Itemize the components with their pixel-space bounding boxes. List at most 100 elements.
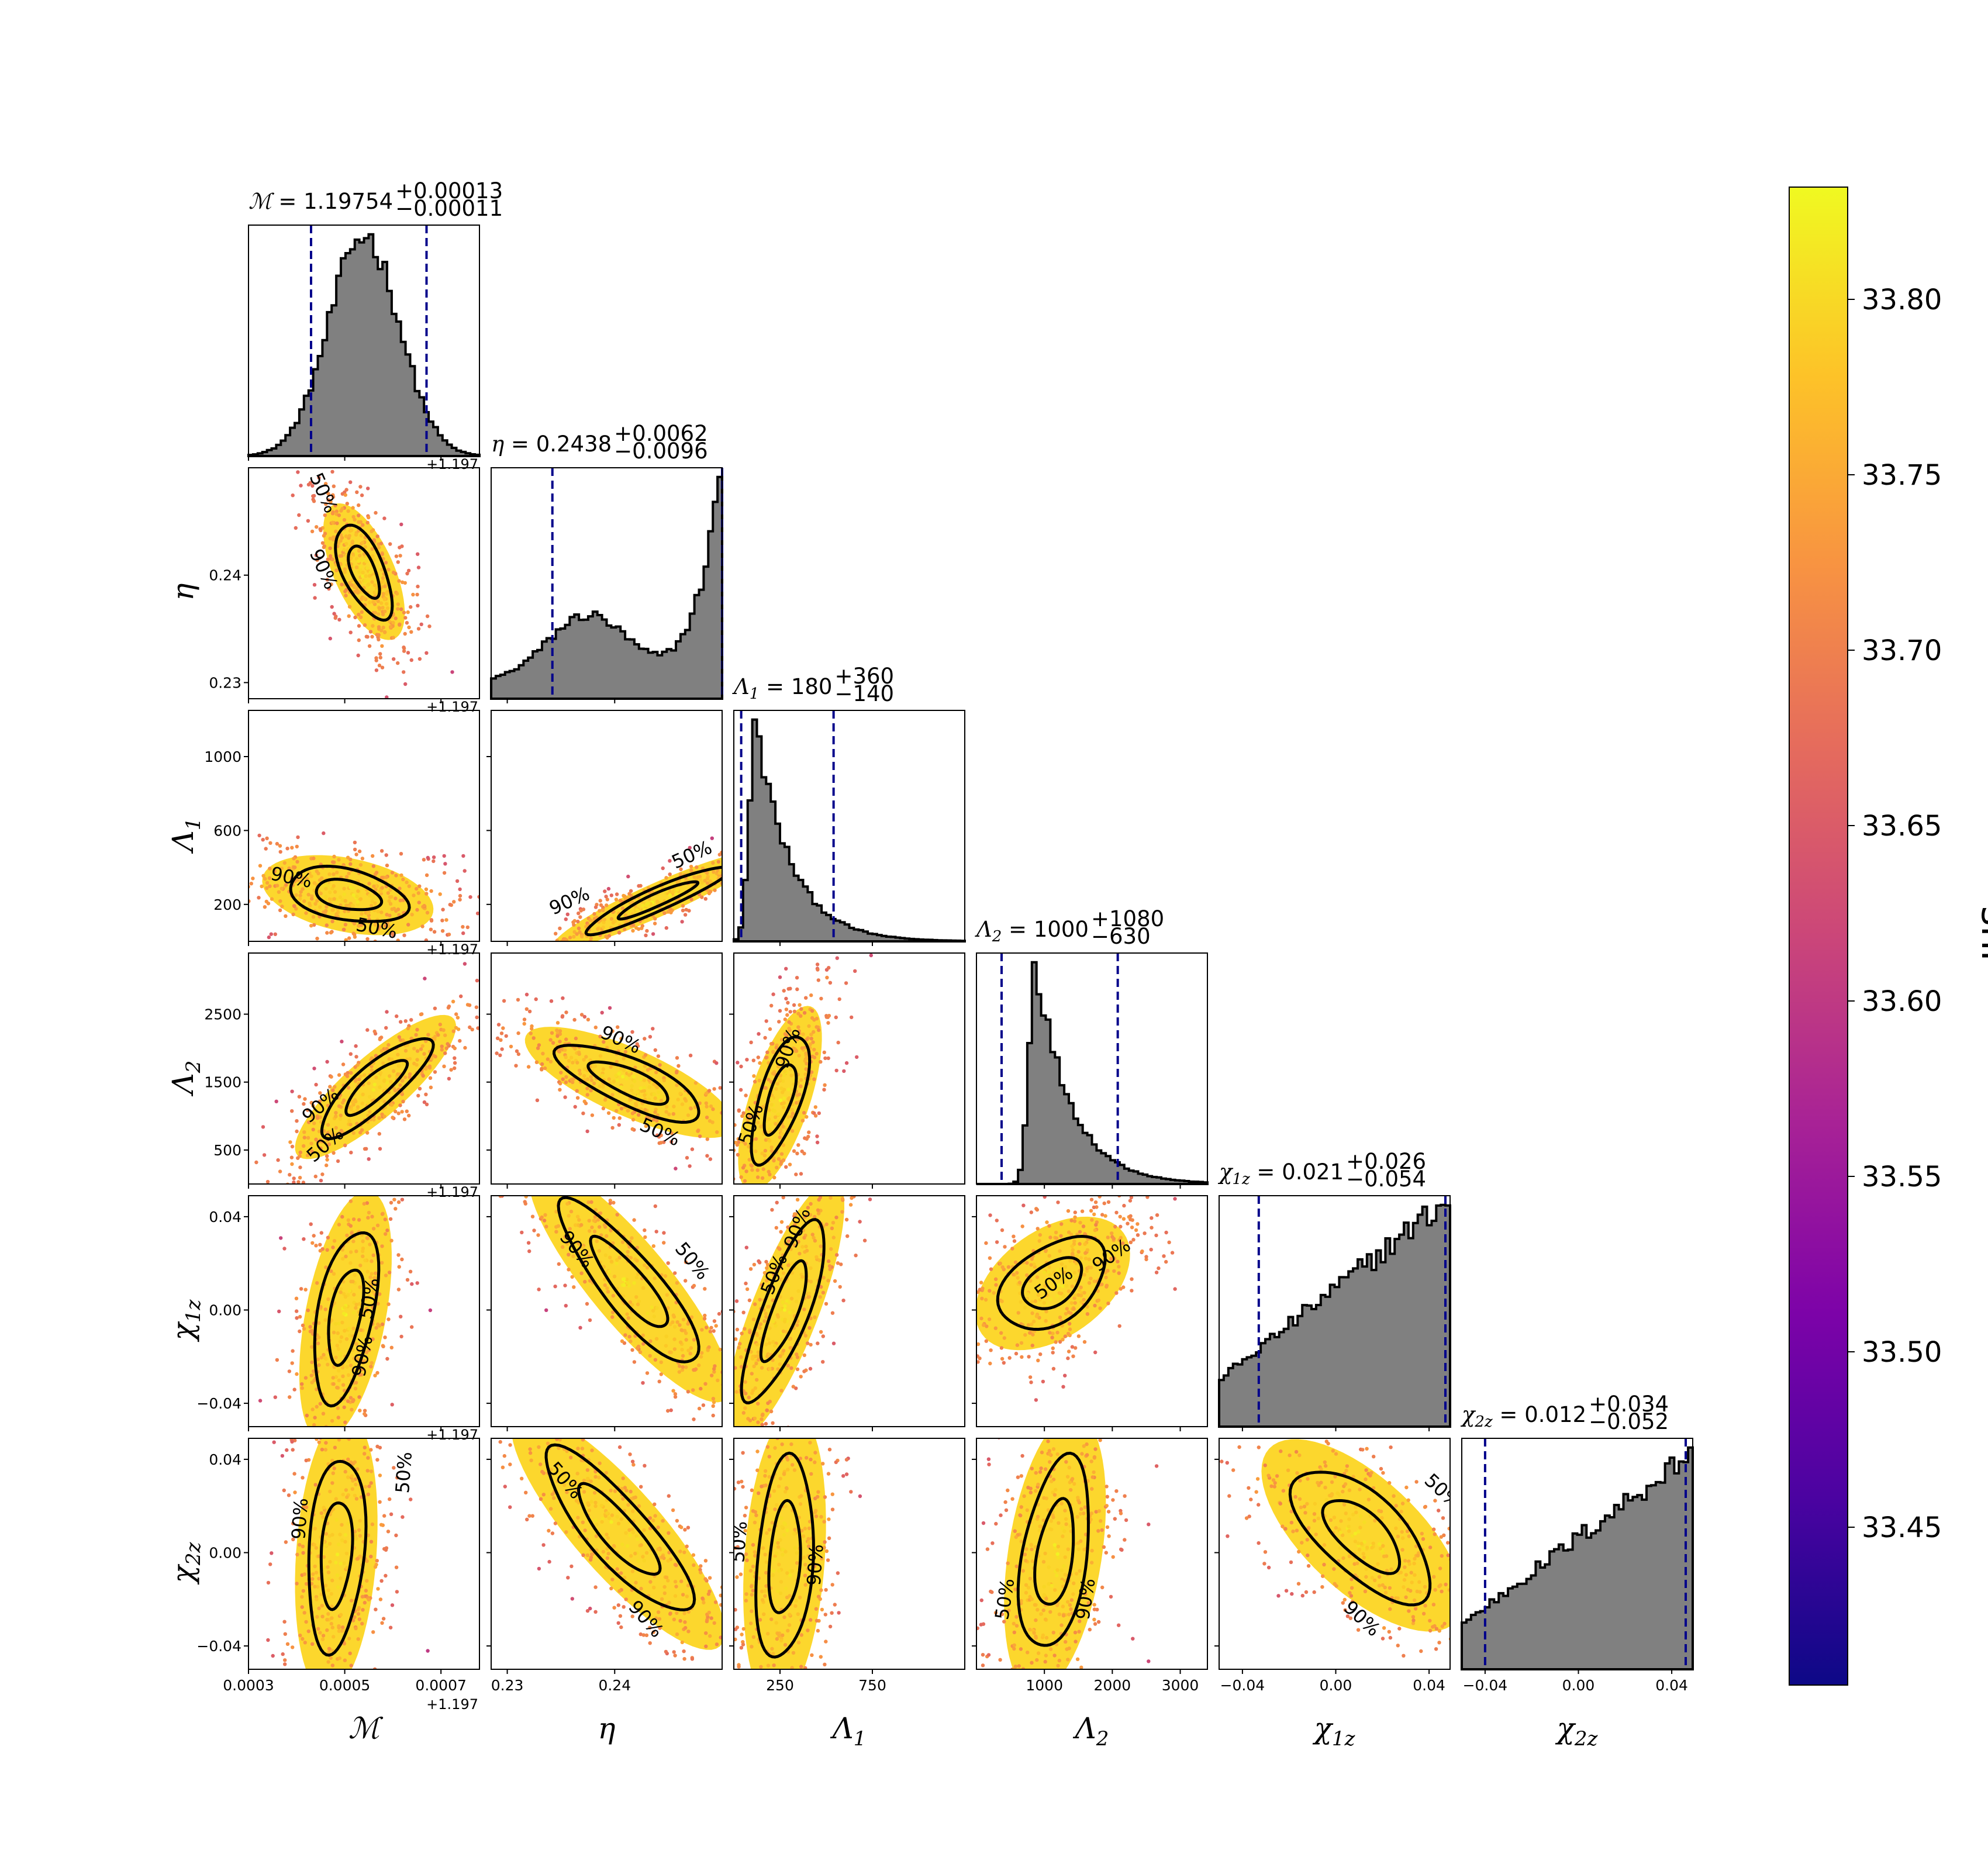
scatter-point [301, 1637, 305, 1641]
scatter-point [326, 498, 330, 502]
scatter-point [595, 1523, 599, 1527]
scatter-point [796, 1289, 800, 1293]
scatter-point [758, 1297, 762, 1302]
scatter-point [831, 1341, 836, 1345]
scatter-point [520, 1230, 524, 1235]
scatter-point [592, 1230, 597, 1234]
scatter-point [313, 1527, 317, 1531]
scatter-point [750, 1168, 754, 1172]
scatter-point [779, 1220, 784, 1224]
scatter-point [314, 1137, 318, 1142]
scatter-point [1069, 1301, 1074, 1305]
scatter-point [835, 1253, 839, 1257]
scatter-point [553, 1285, 557, 1289]
scatter-point [220, 879, 224, 883]
scatter-point [378, 889, 382, 893]
scatter-point [382, 597, 386, 602]
scatter-point [587, 1218, 591, 1223]
scatter-point [761, 1167, 765, 1171]
scatter-point [343, 1539, 347, 1544]
scatter-point [325, 931, 329, 935]
scatter-point [1067, 1349, 1071, 1354]
scatter-point [365, 1201, 370, 1205]
scatter-point [375, 1223, 380, 1227]
scatter-point [674, 1166, 678, 1171]
scatter-point [726, 1406, 730, 1410]
scatter-point [343, 570, 347, 574]
scatter-point [976, 1342, 981, 1347]
scatter-point [328, 1559, 332, 1564]
scatter-point [246, 1192, 250, 1195]
scatter-point [778, 1009, 782, 1013]
scatter-point [1085, 1304, 1089, 1309]
scatter-point [297, 1095, 302, 1099]
scatter-point [609, 893, 614, 897]
scatter-point [357, 1528, 361, 1532]
scatter-point [378, 1597, 383, 1601]
scatter-point [778, 975, 782, 979]
scatter-point [546, 1057, 550, 1061]
scatter-point [1114, 1210, 1119, 1215]
scatter-point [496, 1023, 501, 1027]
scatter-point [402, 610, 406, 615]
scatter-point [343, 1658, 347, 1662]
scatter-point [311, 1127, 315, 1132]
scatter-panel-eta-lam1: 90%50% [486, 710, 727, 947]
scatter-point [1083, 1256, 1088, 1261]
scatter-point [348, 630, 353, 634]
scatter-point [713, 1600, 718, 1604]
scatter-point [334, 509, 339, 513]
scatter-point [287, 1486, 291, 1489]
scatter-point [605, 903, 609, 907]
scatter-point [382, 1114, 386, 1119]
scatter-point [1093, 1200, 1098, 1204]
scatter-point [335, 521, 339, 526]
scatter-point [729, 1114, 732, 1117]
scatter-point [995, 1240, 999, 1244]
scatter-point [562, 1149, 565, 1153]
scatter-point [750, 1164, 754, 1168]
scatter-point [555, 944, 558, 947]
scatter-point [760, 1417, 764, 1421]
scatter-point [467, 1013, 470, 1017]
scatter-point [1043, 1196, 1047, 1199]
scatter-point [324, 1746, 327, 1750]
scatter-point [292, 904, 296, 909]
scatter-point [372, 1082, 377, 1087]
scatter-point [777, 1410, 781, 1413]
scatter-point [754, 1149, 758, 1154]
scatter-point [744, 1281, 748, 1286]
scatter-point [327, 1646, 332, 1651]
scatter-point [577, 926, 581, 931]
scatter-point [339, 1613, 343, 1617]
scatter-point [578, 1072, 582, 1076]
scatter-point [351, 552, 355, 556]
scatter-point [1096, 1289, 1100, 1293]
scatter-point [978, 1356, 982, 1361]
scatter-point [743, 1235, 746, 1239]
scatter-point [1059, 1278, 1064, 1282]
scatter-point [689, 865, 693, 869]
scatter-point [332, 1239, 337, 1243]
scatter-point [342, 892, 346, 896]
scatter-point [378, 1147, 382, 1151]
scatter-point [530, 1514, 534, 1518]
scatter-point [593, 1469, 598, 1474]
scatter-point [723, 1169, 726, 1172]
scatter-point [668, 1350, 672, 1354]
scatter-point [608, 1255, 612, 1259]
scatter-point [799, 1084, 803, 1089]
scatter-point [373, 962, 377, 965]
scatter-point [317, 1440, 321, 1444]
scatter-point [723, 855, 727, 858]
scatter-point [569, 1055, 574, 1060]
scatter-point [792, 1212, 797, 1216]
scatter-point [564, 1010, 568, 1014]
scatter-point [766, 1331, 771, 1335]
scatter-point [419, 948, 423, 951]
scatter-point [841, 1111, 844, 1115]
scatter-point [650, 1305, 654, 1309]
scatter-point [342, 1311, 346, 1316]
scatter-point [753, 1302, 757, 1306]
scatter-point [371, 1253, 375, 1258]
